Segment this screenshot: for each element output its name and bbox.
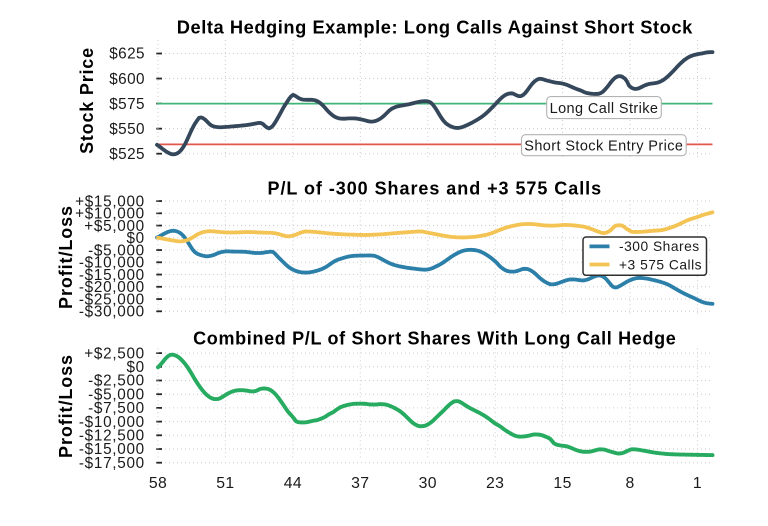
svg-text:-$10,000: -$10,000 [79,414,145,431]
svg-text:Delta Hedging Example: Long Ca: Delta Hedging Example: Long Calls Agains… [177,17,693,38]
svg-text:$0: $0 [126,230,144,247]
svg-text:44: 44 [284,475,302,492]
svg-text:$575: $575 [109,96,145,113]
svg-text:+$2,500: +$2,500 [84,345,145,362]
svg-text:-$30,000: -$30,000 [79,304,145,321]
svg-text:P/L of -300 Shares and +3 575: P/L of -300 Shares and +3 575 Calls [268,178,603,198]
svg-text:Stock Price: Stock Price [77,47,97,154]
svg-text:8: 8 [626,475,635,492]
svg-text:1: 1 [693,475,702,492]
svg-text:-$10,000: -$10,000 [79,255,145,272]
svg-text:$600: $600 [109,71,145,88]
svg-text:+$15,000: +$15,000 [75,193,145,210]
svg-text:$0: $0 [126,359,144,376]
svg-text:Long Call Strike: Long Call Strike [550,101,659,117]
svg-text:58: 58 [149,475,167,492]
svg-text:+$5,000: +$5,000 [84,218,145,235]
svg-text:-$15,000: -$15,000 [79,441,145,458]
svg-text:Combined P/L of Short Shares W: Combined P/L of Short Shares With Long C… [193,329,676,349]
svg-text:Short Stock Entry Price: Short Stock Entry Price [524,138,683,154]
svg-text:-$25,000: -$25,000 [79,291,145,308]
svg-text:30: 30 [419,475,437,492]
svg-text:-$12,500: -$12,500 [79,428,145,445]
svg-text:Profit/Loss: Profit/Loss [56,354,76,458]
svg-text:-$17,500: -$17,500 [79,455,145,472]
svg-text:-$20,000: -$20,000 [79,279,145,296]
svg-text:-$5,000: -$5,000 [88,386,145,403]
svg-text:37: 37 [351,475,369,492]
svg-text:-$2,500: -$2,500 [88,373,145,390]
svg-text:+$10,000: +$10,000 [75,206,145,223]
svg-text:$625: $625 [109,46,145,63]
svg-text:-$15,000: -$15,000 [79,267,145,284]
svg-text:Profit/Loss: Profit/Loss [56,205,76,309]
svg-text:-300 Shares: -300 Shares [619,239,700,254]
svg-text:+3 575 Calls: +3 575 Calls [619,257,702,272]
svg-text:-$7,500: -$7,500 [88,400,145,417]
svg-text:$525: $525 [109,146,145,163]
svg-text:$550: $550 [109,121,145,138]
svg-text:51: 51 [216,475,234,492]
svg-text:15: 15 [553,475,571,492]
svg-text:23: 23 [486,475,504,492]
svg-text:-$5,000: -$5,000 [88,242,145,259]
